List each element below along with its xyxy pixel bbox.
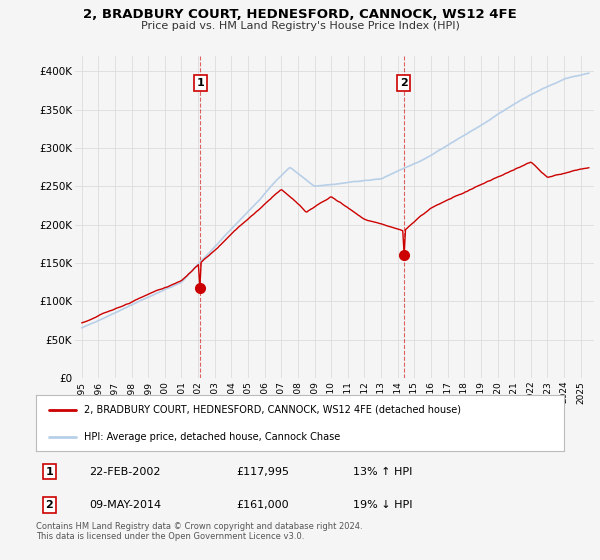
Text: £117,995: £117,995 (236, 466, 290, 477)
Text: Price paid vs. HM Land Registry's House Price Index (HPI): Price paid vs. HM Land Registry's House … (140, 21, 460, 31)
Text: 2: 2 (400, 78, 407, 88)
Text: 1: 1 (46, 466, 53, 477)
Text: 19% ↓ HPI: 19% ↓ HPI (353, 500, 412, 510)
Text: 2, BRADBURY COURT, HEDNESFORD, CANNOCK, WS12 4FE (detached house): 2, BRADBURY COURT, HEDNESFORD, CANNOCK, … (83, 405, 461, 415)
Text: 2, BRADBURY COURT, HEDNESFORD, CANNOCK, WS12 4FE: 2, BRADBURY COURT, HEDNESFORD, CANNOCK, … (83, 8, 517, 21)
Text: HPI: Average price, detached house, Cannock Chase: HPI: Average price, detached house, Cann… (83, 432, 340, 442)
Text: 22-FEB-2002: 22-FEB-2002 (89, 466, 160, 477)
Text: £161,000: £161,000 (236, 500, 289, 510)
Text: 09-MAY-2014: 09-MAY-2014 (89, 500, 161, 510)
Text: 13% ↑ HPI: 13% ↑ HPI (353, 466, 412, 477)
Text: Contains HM Land Registry data © Crown copyright and database right 2024.
This d: Contains HM Land Registry data © Crown c… (36, 522, 362, 542)
Text: 2: 2 (46, 500, 53, 510)
Text: 1: 1 (196, 78, 204, 88)
